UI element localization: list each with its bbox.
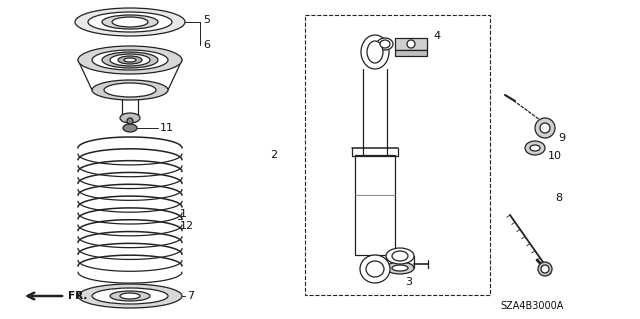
Text: 1: 1	[180, 209, 187, 219]
Ellipse shape	[120, 293, 140, 299]
Bar	[305, 15, 490, 295]
Ellipse shape	[538, 262, 552, 276]
Ellipse shape	[407, 40, 415, 48]
Ellipse shape	[535, 118, 555, 138]
Bar	[395, 50, 427, 56]
Text: SZA4B3000A: SZA4B3000A	[500, 301, 563, 311]
Text: 11: 11	[160, 123, 174, 133]
Text: 2: 2	[270, 150, 277, 160]
Ellipse shape	[78, 46, 182, 74]
Ellipse shape	[540, 123, 550, 133]
Ellipse shape	[102, 15, 158, 29]
Text: 6: 6	[203, 40, 210, 50]
Ellipse shape	[92, 50, 168, 70]
Ellipse shape	[386, 262, 414, 274]
Ellipse shape	[392, 251, 408, 261]
Ellipse shape	[525, 141, 545, 155]
Ellipse shape	[104, 83, 156, 97]
Ellipse shape	[127, 118, 133, 124]
Text: 9: 9	[558, 133, 565, 143]
Ellipse shape	[102, 52, 158, 68]
Ellipse shape	[112, 17, 148, 27]
Ellipse shape	[78, 284, 182, 308]
Ellipse shape	[530, 145, 540, 151]
Text: 7: 7	[187, 291, 194, 301]
Ellipse shape	[541, 265, 549, 273]
Ellipse shape	[361, 35, 389, 69]
Ellipse shape	[380, 40, 390, 48]
Text: 10: 10	[548, 151, 562, 161]
Ellipse shape	[386, 248, 414, 264]
Ellipse shape	[377, 38, 393, 50]
Ellipse shape	[366, 261, 384, 277]
Text: 8: 8	[555, 193, 562, 203]
Ellipse shape	[360, 255, 390, 283]
Ellipse shape	[118, 56, 142, 64]
Ellipse shape	[110, 54, 150, 66]
Ellipse shape	[110, 291, 150, 301]
Ellipse shape	[392, 265, 408, 271]
Ellipse shape	[92, 288, 168, 304]
Text: 5: 5	[203, 15, 210, 25]
Text: FR.: FR.	[68, 291, 88, 301]
Text: 4: 4	[433, 31, 440, 41]
Ellipse shape	[367, 41, 383, 63]
Text: 3: 3	[405, 277, 412, 287]
Ellipse shape	[75, 8, 185, 36]
Ellipse shape	[88, 12, 172, 32]
Ellipse shape	[123, 124, 137, 132]
Text: 12: 12	[180, 221, 194, 231]
Ellipse shape	[92, 80, 168, 100]
Bar	[395, 38, 427, 50]
Ellipse shape	[120, 113, 140, 123]
Ellipse shape	[124, 58, 136, 62]
